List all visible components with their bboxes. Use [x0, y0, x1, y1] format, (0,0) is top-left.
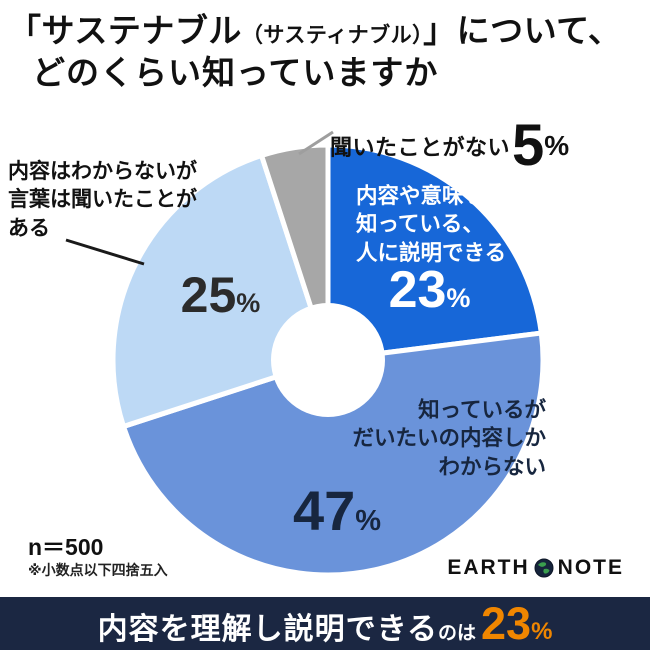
- page-title: 「サステナブル（サスティナブル）」について、 どのくらい知っていますか: [8, 10, 622, 94]
- banner-percent-sign: %: [531, 617, 553, 645]
- title-open: 「サステナブル: [8, 12, 242, 49]
- value-heard-word-only: 25%: [148, 266, 293, 324]
- logo-text-earth: EARTH: [447, 556, 530, 579]
- globe-icon: [534, 558, 554, 578]
- title-paren: （サスティナブル）: [241, 24, 424, 47]
- pie-segment: [325, 142, 544, 363]
- banner-value: 23: [481, 597, 532, 649]
- value-never-heard-number: 5: [512, 113, 545, 178]
- value-know-can-explain: 23%: [352, 260, 507, 320]
- earth-note-logo: EARTH NOTE: [447, 556, 624, 580]
- banner-sub-text: のは: [437, 622, 476, 644]
- pie-wedges: [110, 142, 546, 578]
- value-know-vaguely: 47%: [262, 478, 412, 543]
- title-close: 」について、: [423, 12, 622, 49]
- label-know-vaguely: 知っているが だいたいの内容しか わからない: [352, 398, 546, 479]
- title-line-1: 「サステナブル（サスティナブル）」について、: [8, 10, 622, 52]
- value-heard-number: 25: [180, 267, 237, 323]
- label-know-can-explain: 内容や意味を 知っている、 人に説明できる: [356, 184, 507, 265]
- value-know-number: 23: [388, 261, 447, 319]
- rounding-footnote: ※小数点以下四捨五入: [28, 562, 168, 578]
- label-never-heard: 聞いたことがない: [330, 134, 511, 160]
- title-line-2: どのくらい知っていますか: [32, 54, 439, 92]
- value-vague-number: 47: [292, 479, 356, 542]
- value-vague-percent-sign: %: [355, 505, 382, 537]
- summary-banner-line: 内容を理解し説明できるのは 23%: [98, 598, 553, 650]
- callout-line-none: [298, 130, 334, 156]
- logo-text-note: NOTE: [557, 556, 624, 579]
- label-never-heard-group: 聞いたことがない 5%: [330, 112, 569, 179]
- value-never-heard-percent-sign: %: [544, 129, 570, 161]
- summary-banner: 内容を理解し説明できるのは 23%: [0, 597, 650, 650]
- label-heard-word-only: 内容はわからないが 言葉は聞いたことが ある: [8, 160, 197, 240]
- donut-hole: [271, 303, 385, 417]
- value-know-percent-sign: %: [446, 283, 471, 313]
- banner-main-text: 内容を理解し説明できる: [97, 612, 438, 646]
- value-heard-percent-sign: %: [236, 288, 261, 318]
- callout-line-heard: [65, 238, 145, 266]
- sample-size-note: n＝500: [28, 534, 104, 560]
